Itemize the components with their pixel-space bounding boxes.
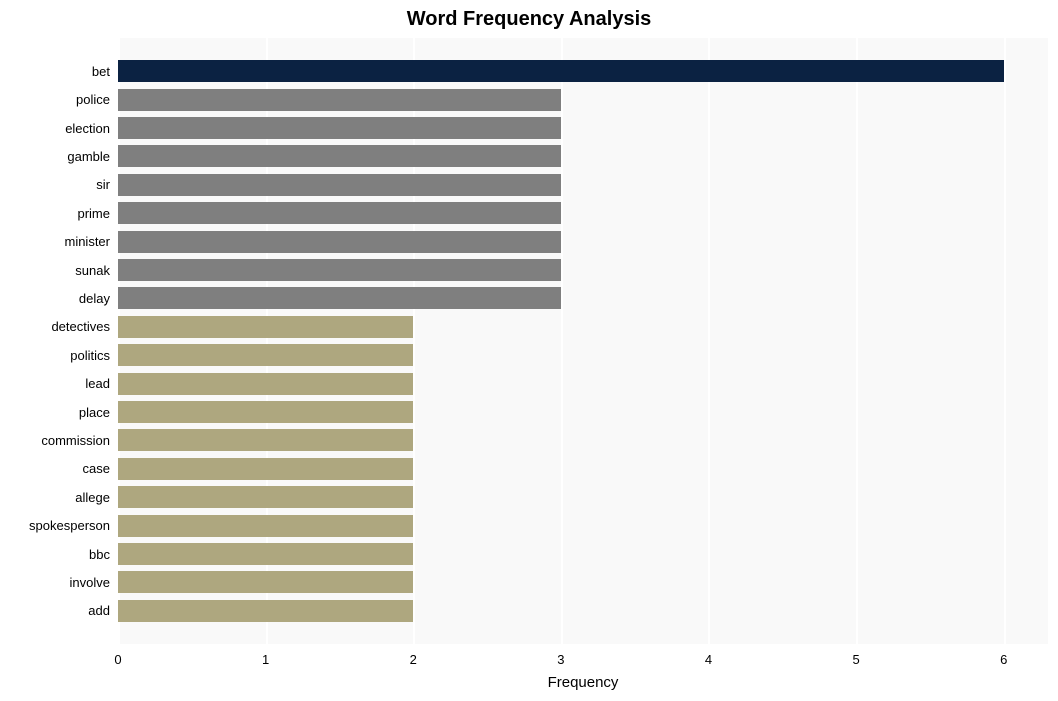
y-tick-label: police xyxy=(0,92,110,107)
bar xyxy=(118,145,561,167)
y-tick-label: politics xyxy=(0,348,110,363)
x-axis-label: Frequency xyxy=(118,674,1048,691)
y-tick-label: involve xyxy=(0,575,110,590)
gridline xyxy=(856,38,858,644)
bar xyxy=(118,429,413,451)
gridline xyxy=(561,38,563,644)
y-tick-label: commission xyxy=(0,433,110,448)
bar xyxy=(118,571,413,593)
chart-title: Word Frequency Analysis xyxy=(0,8,1058,31)
bar xyxy=(118,60,1004,82)
y-tick-label: add xyxy=(0,603,110,618)
x-tick-label: 3 xyxy=(557,652,564,667)
bar xyxy=(118,344,413,366)
bar xyxy=(118,89,561,111)
y-tick-label: bbc xyxy=(0,547,110,562)
y-tick-label: gamble xyxy=(0,149,110,164)
y-tick-label: sunak xyxy=(0,263,110,278)
x-tick-label: 6 xyxy=(1000,652,1007,667)
y-tick-label: detectives xyxy=(0,319,110,334)
y-tick-label: bet xyxy=(0,64,110,79)
y-tick-label: election xyxy=(0,121,110,136)
y-tick-label: lead xyxy=(0,376,110,391)
y-tick-label: delay xyxy=(0,291,110,306)
plot-area xyxy=(118,38,1048,644)
y-tick-label: spokesperson xyxy=(0,518,110,533)
bar xyxy=(118,117,561,139)
bar xyxy=(118,543,413,565)
y-tick-label: case xyxy=(0,461,110,476)
bar xyxy=(118,401,413,423)
x-tick-label: 2 xyxy=(410,652,417,667)
bar xyxy=(118,231,561,253)
bar xyxy=(118,515,413,537)
bar xyxy=(118,600,413,622)
bar xyxy=(118,316,413,338)
x-tick-label: 1 xyxy=(262,652,269,667)
bar xyxy=(118,202,561,224)
gridline xyxy=(708,38,710,644)
word-frequency-chart: Word Frequency Analysis Frequency 0 1 2 3 4 5… xyxy=(0,0,1058,701)
y-tick-label: prime xyxy=(0,206,110,221)
x-tick-label: 4 xyxy=(705,652,712,667)
bar xyxy=(118,259,561,281)
bar xyxy=(118,287,561,309)
bar xyxy=(118,373,413,395)
bar xyxy=(118,458,413,480)
y-tick-label: minister xyxy=(0,234,110,249)
bar xyxy=(118,174,561,196)
bar xyxy=(118,486,413,508)
x-tick-label: 0 xyxy=(114,652,121,667)
y-tick-label: place xyxy=(0,405,110,420)
gridline xyxy=(1004,38,1006,644)
y-tick-label: sir xyxy=(0,177,110,192)
y-tick-label: allege xyxy=(0,490,110,505)
x-tick-label: 5 xyxy=(852,652,859,667)
